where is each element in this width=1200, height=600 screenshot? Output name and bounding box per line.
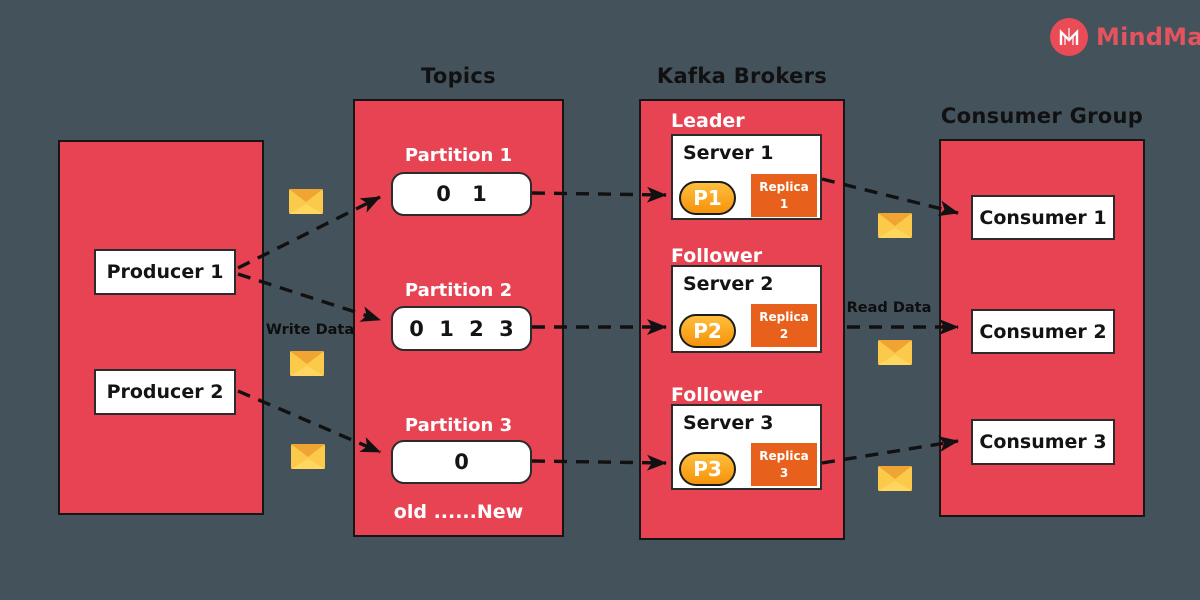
envelope-body — [291, 459, 325, 469]
producer-1-label: Producer 1 — [106, 261, 224, 283]
envelope-flap — [289, 189, 323, 202]
partition-1-label: Partition 1 — [404, 145, 513, 166]
partition-3-label: Partition 3 — [404, 415, 513, 436]
server-2-node: Server 2 P2 Replica 2 — [671, 265, 822, 353]
envelope-icon — [878, 213, 912, 238]
partition-3-node: 0 — [391, 440, 532, 484]
envelope-icon — [878, 466, 912, 491]
server-2-partition-label: P2 — [693, 319, 722, 343]
server-1-partition-label: P1 — [693, 186, 722, 210]
server-3-node: Server 3 P3 Replica 3 — [671, 404, 822, 490]
consumer-group-title: Consumer Group — [940, 104, 1144, 128]
server-1-role-label: Leader — [671, 110, 745, 132]
envelope-body — [290, 366, 324, 376]
server-2-replica-box: Replica 2 — [751, 304, 817, 347]
server-1-partition-pill: P1 — [679, 181, 736, 215]
server-3-partition-pill: P3 — [679, 452, 736, 486]
envelope-flap — [878, 340, 912, 353]
server-3-replica-label: Replica — [759, 449, 809, 464]
server-2-name: Server 2 — [683, 273, 774, 295]
mindmajix-logo: MindMajix — [1050, 18, 1200, 56]
consumer-3-node: Consumer 3 — [971, 419, 1115, 465]
topics-group-box: Partition 1 0 1 Partition 2 0 1 2 3 Part… — [353, 99, 564, 537]
envelope-icon — [878, 340, 912, 365]
envelope-flap — [878, 466, 912, 479]
consumer-1-label: Consumer 1 — [979, 206, 1107, 229]
server-2-replica-num: 2 — [779, 326, 789, 341]
server-2-role-label: Follower — [671, 245, 763, 267]
envelope-body — [878, 355, 912, 365]
consumer-2-label: Consumer 2 — [979, 320, 1107, 343]
topics-old-new-label: old ......New — [393, 501, 524, 523]
envelope-flap — [878, 213, 912, 226]
envelope-flap — [291, 444, 325, 457]
kafka-brokers-title: Kafka Brokers — [656, 64, 828, 88]
producer-2-label: Producer 2 — [106, 381, 224, 403]
producer-2-node: Producer 2 — [94, 369, 236, 415]
consumer-group-box: Consumer 1 Consumer 2 Consumer 3 — [939, 139, 1145, 517]
kafka-brokers-group-box: Leader Server 1 P1 Replica 1 Follower Se… — [639, 99, 845, 540]
partition-2-node: 0 1 2 3 — [391, 306, 532, 351]
envelope-icon — [291, 444, 325, 469]
server-2-replica-label: Replica — [759, 310, 809, 325]
logo-brand-text: MindMajix — [1096, 23, 1200, 51]
write-data-label: Write Data — [265, 322, 355, 338]
server-3-partition-label: P3 — [693, 457, 722, 481]
envelope-body — [289, 204, 323, 214]
server-3-replica-num: 3 — [779, 465, 789, 480]
envelope-body — [878, 481, 912, 491]
envelope-flap — [290, 351, 324, 364]
envelope-icon — [289, 189, 323, 214]
envelope-icon — [290, 351, 324, 376]
server-1-replica-box: Replica 1 — [751, 174, 817, 217]
consumer-1-node: Consumer 1 — [971, 195, 1115, 240]
server-1-node: Server 1 P1 Replica 1 — [671, 134, 822, 220]
consumer-2-node: Consumer 2 — [971, 309, 1115, 354]
partition-2-label: Partition 2 — [404, 280, 513, 301]
server-1-name: Server 1 — [683, 142, 774, 164]
envelope-body — [878, 228, 912, 238]
partition-1-offsets: 0 1 — [436, 182, 494, 206]
producers-group-box: Producer 1 Producer 2 — [58, 140, 264, 515]
topics-title: Topics — [421, 64, 496, 88]
server-1-replica-label: Replica — [759, 180, 809, 195]
mindmajix-m-icon — [1050, 18, 1088, 56]
read-data-label: Read Data — [846, 300, 932, 316]
server-2-partition-pill: P2 — [679, 314, 736, 348]
server-1-replica-num: 1 — [779, 196, 789, 211]
partition-1-node: 0 1 — [391, 172, 532, 216]
server-3-replica-box: Replica 3 — [751, 443, 817, 486]
partition-2-offsets: 0 1 2 3 — [409, 316, 518, 341]
partition-3-offsets: 0 — [454, 450, 476, 474]
server-3-name: Server 3 — [683, 412, 774, 434]
server-3-role-label: Follower — [671, 384, 763, 406]
producer-1-node: Producer 1 — [94, 249, 236, 295]
consumer-3-label: Consumer 3 — [979, 431, 1107, 453]
